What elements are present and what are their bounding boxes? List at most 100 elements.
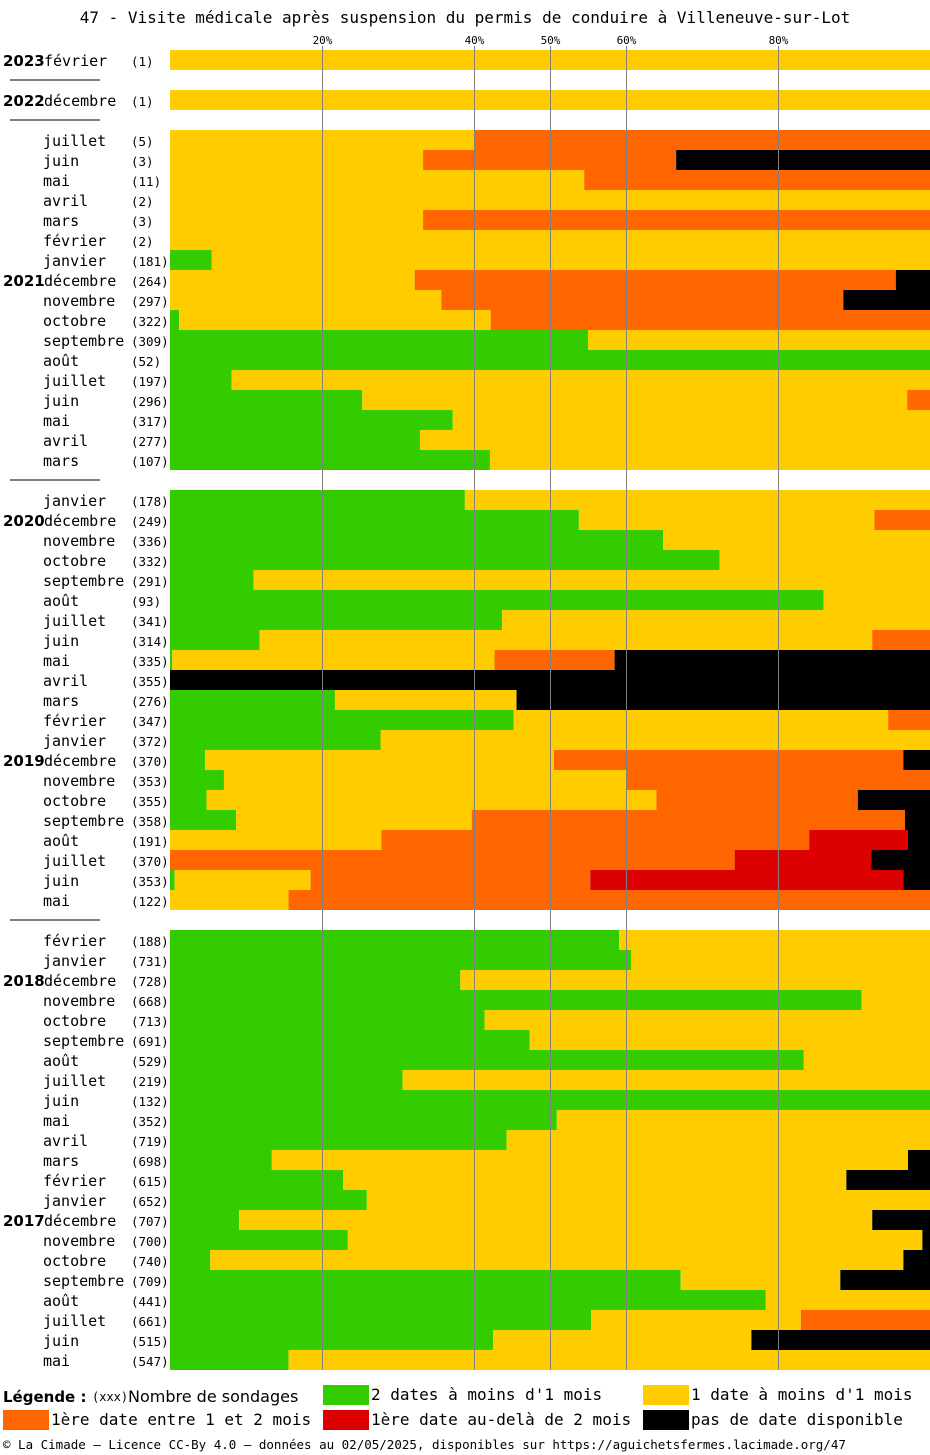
bar-segment-yellow: [380, 730, 930, 750]
bar-segment-yellow: [206, 790, 657, 810]
x-tick-label: 20%: [313, 34, 333, 47]
row-count-label: (515): [131, 1334, 169, 1349]
row-count-label: (188): [131, 934, 169, 949]
bar-segment-yellow: [631, 950, 930, 970]
row-month-label: décembre: [44, 92, 116, 110]
row-year-label: 2021: [3, 272, 45, 290]
bar-segment-green: [170, 490, 465, 510]
bar-segment-green: [170, 590, 824, 610]
row-count-label: (615): [131, 1174, 169, 1189]
row-count-label: (740): [131, 1254, 169, 1269]
row-count-label: (370): [131, 754, 169, 769]
legend-label-yellow: 1 date à moins d'1 mois: [691, 1385, 913, 1404]
bar-segment-orange: [888, 710, 930, 730]
bar-segment-black: [903, 750, 930, 770]
bar-segment-green: [170, 970, 461, 990]
legend-swatch-red: [323, 1410, 369, 1430]
x-tick-label: 50%: [541, 34, 561, 47]
row-month-label: juillet: [43, 132, 106, 150]
row-month-label: juillet: [43, 612, 106, 630]
bar-segment-yellow: [223, 770, 626, 790]
row-month-label: janvier: [43, 732, 106, 750]
bar-segment-orange: [474, 130, 930, 150]
legend-count-note: (xxx): [92, 1390, 129, 1404]
row-count-label: (1): [131, 94, 154, 109]
bar-segment-yellow: [680, 1270, 841, 1290]
row-year-label: 2019: [3, 752, 45, 770]
row-count-label: (347): [131, 714, 169, 729]
bar-segment-orange: [310, 870, 591, 890]
row-month-label: novembre: [43, 772, 115, 790]
row-count-label: (314): [131, 634, 169, 649]
bar-segment-green: [170, 810, 237, 830]
row-count-label: (3): [131, 154, 154, 169]
bar-segment-yellow: [506, 1130, 930, 1150]
row-month-label: avril: [43, 672, 88, 690]
row-count-label: (661): [131, 1314, 169, 1329]
row-count-label: (181): [131, 254, 169, 269]
bar-segment-black: [907, 830, 930, 850]
row-month-label: avril: [43, 432, 88, 450]
bar-segment-yellow: [288, 1350, 930, 1370]
row-count-label: (547): [131, 1354, 169, 1369]
bar-segment-orange: [471, 810, 905, 830]
bar-segment-orange: [423, 210, 930, 230]
row-count-label: (358): [131, 814, 169, 829]
bar-segment-yellow: [170, 890, 289, 910]
row-count-label: (107): [131, 454, 169, 469]
bar-segment-yellow: [174, 870, 311, 890]
row-count-label: (122): [131, 894, 169, 909]
row-count-label: (372): [131, 734, 169, 749]
bar-segment-green: [170, 630, 260, 650]
bar-segment-green: [170, 1190, 367, 1210]
bar-segment-orange: [656, 790, 858, 810]
row-month-label: juin: [43, 1092, 79, 1110]
row-month-label: octobre: [43, 312, 106, 330]
bar-segment-yellow: [210, 1250, 904, 1270]
bar-segment-yellow: [170, 150, 424, 170]
row-month-label: mai: [43, 1352, 70, 1370]
bar-segment-green: [170, 570, 254, 590]
row-month-label: septembre: [43, 1032, 124, 1050]
bar-segment-green: [170, 1250, 211, 1270]
bar-segment-orange: [872, 630, 930, 650]
row-count-label: (691): [131, 1034, 169, 1049]
row-month-label: novembre: [43, 992, 115, 1010]
row-month-label: septembre: [43, 572, 124, 590]
row-month-label: juin: [43, 1332, 79, 1350]
bar-segment-orange: [381, 830, 810, 850]
bar-segment-green: [170, 1070, 403, 1090]
bar-segment-red: [809, 830, 908, 850]
row-count-label: (264): [131, 274, 169, 289]
bar-segment-green: [170, 1170, 344, 1190]
row-month-label: mai: [43, 652, 70, 670]
bar-segment-yellow: [271, 1150, 908, 1170]
bar-segment-black: [895, 270, 930, 290]
row-year-label: 2022: [3, 92, 45, 110]
row-month-label: mai: [43, 172, 70, 190]
row-month-label: décembre: [44, 272, 116, 290]
row-count-label: (3): [131, 214, 154, 229]
bar-segment-green: [170, 710, 514, 730]
bar-segment-orange: [414, 270, 896, 290]
bar-segment-yellow: [172, 650, 495, 670]
bar-segment-black: [871, 850, 930, 870]
bar-segment-green: [170, 1050, 804, 1070]
legend-heading: Légende :: [3, 1388, 87, 1406]
row-month-label: juillet: [43, 1312, 106, 1330]
row-month-label: décembre: [44, 512, 116, 530]
bar-segment-yellow: [231, 370, 930, 390]
legend-swatch-black: [643, 1410, 689, 1430]
row-month-label: décembre: [44, 972, 116, 990]
row-count-label: (332): [131, 554, 169, 569]
bar-segment-yellow: [861, 990, 930, 1010]
row-count-label: (178): [131, 494, 169, 509]
bar-segment-black: [903, 870, 930, 890]
row-month-label: septembre: [43, 812, 124, 830]
legend-label-orange: 1ère date entre 1 et 2 mois: [51, 1410, 312, 1429]
row-month-label: décembre: [44, 752, 116, 770]
row-month-label: septembre: [43, 1272, 124, 1290]
row-month-label: janvier: [43, 952, 106, 970]
row-count-label: (93): [131, 594, 161, 609]
row-count-label: (352): [131, 1114, 169, 1129]
